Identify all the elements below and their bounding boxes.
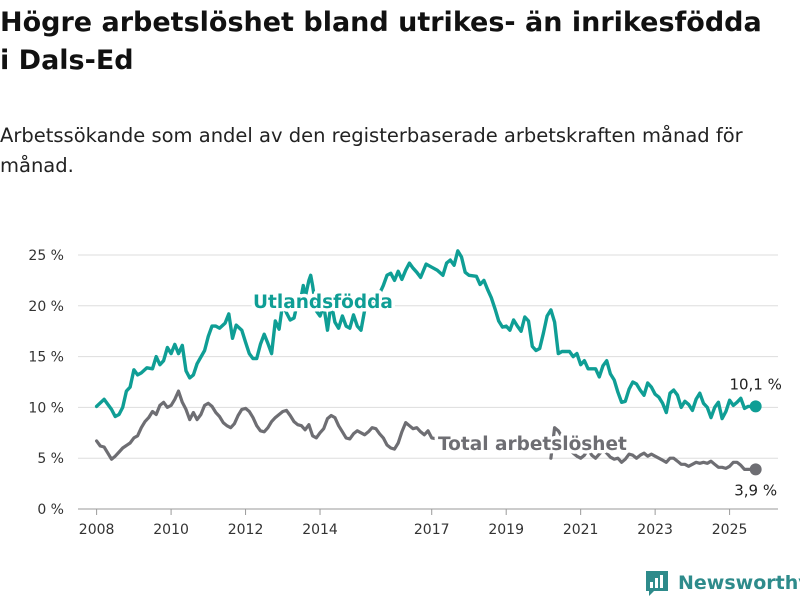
series-lines: [94, 249, 762, 476]
x-tick-label: 2025: [712, 522, 748, 538]
end-value-utlandsfodda: 10,1 %: [729, 375, 781, 393]
end-marker-utlandsfodda: [749, 400, 762, 413]
x-tick-label: 2014: [302, 522, 338, 538]
x-tick-label: 2012: [228, 522, 264, 538]
series-label-utlandsfodda-halo: Utlandsfödda: [253, 292, 393, 313]
series-label-total: Total arbetslöshet: [438, 434, 627, 455]
x-tick-label: 2021: [563, 522, 599, 538]
bar-chart-logo-icon: [646, 571, 668, 596]
x-tick-label: 2023: [637, 522, 673, 538]
series-label-utlandsfodda: Utlandsfödda: [253, 292, 393, 313]
chart-title: Högre arbetslöshet bland utrikes- än inr…: [0, 7, 762, 76]
y-tick-label: 20 %: [28, 299, 64, 315]
series-line-utlandsfodda: [94, 249, 758, 421]
series-line-total: [549, 426, 758, 471]
brand-name: Newsworthy: [678, 572, 800, 594]
y-tick-label: 25 %: [28, 248, 64, 264]
end-marker-total: [749, 463, 762, 476]
series-label-total-halo: Total arbetslöshet: [438, 434, 627, 455]
x-tick-label: 2017: [414, 522, 450, 538]
end-value-total: 3,9 %: [734, 481, 777, 499]
x-tick-label: 2008: [79, 522, 115, 538]
series-line-total: [95, 389, 445, 461]
y-tick-label: 10 %: [28, 400, 64, 416]
y-tick-label: 5 %: [37, 451, 64, 467]
x-tick-label: 2019: [488, 522, 524, 538]
y-tick-label: 15 %: [28, 350, 64, 366]
chart-subtitle: Arbetssökande som andel av den registerb…: [0, 124, 743, 177]
x-tick-label: 2010: [153, 522, 189, 538]
axes: 0 % 5 % 10 % 15 % 20 % 25 % 2008 2010 2012 2014 20…: [28, 248, 747, 538]
newsworthy-brand: Newsworthy: [644, 568, 800, 598]
gridlines: [78, 254, 778, 510]
y-tick-label: 0 %: [37, 502, 64, 518]
